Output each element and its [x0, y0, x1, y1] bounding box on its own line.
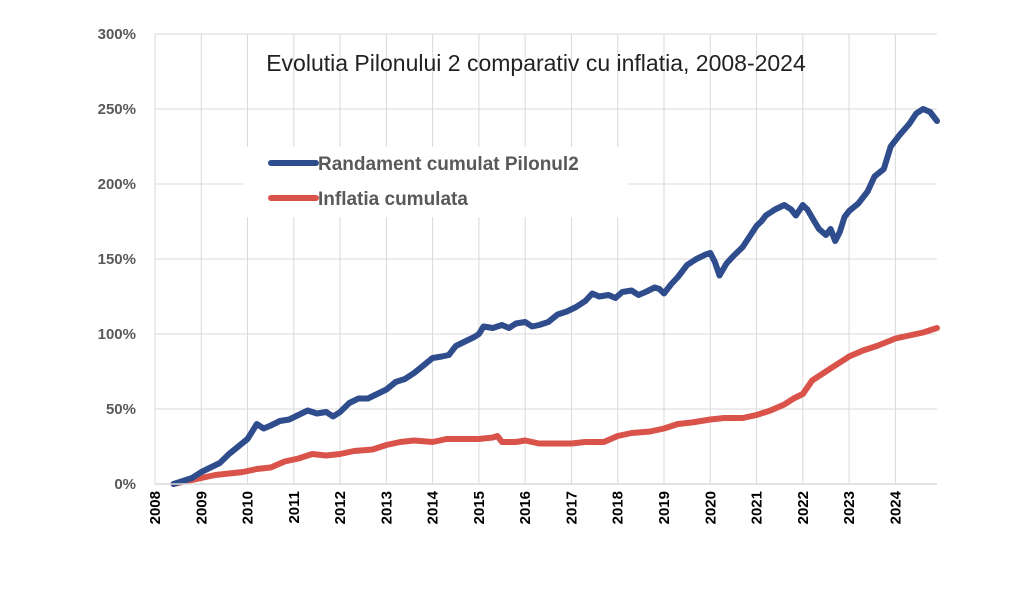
y-tick-label: 200% — [98, 176, 136, 193]
x-tick-label: 2018 — [610, 491, 627, 524]
legend: Randament cumulat Pilonul2 Inflatia cumu… — [243, 147, 628, 217]
x-tick-label: 2008 — [147, 491, 164, 524]
x-tick-label: 2013 — [378, 491, 395, 524]
x-axis-ticks: 2008 2009 2010 2011 2012 2013 2014 2015 2016 2017… — [147, 490, 904, 524]
x-tick-label: 2023 — [841, 491, 858, 524]
x-tick-label: 2016 — [517, 491, 534, 524]
x-tick-label: 2015 — [471, 491, 488, 524]
chart-title: Evolutia Pilonului 2 comparativ cu infla… — [266, 50, 806, 76]
legend-label-pilonul2: Randament cumulat Pilonul2 — [318, 154, 579, 175]
x-tick-label: 2011 — [286, 491, 303, 524]
y-tick-label: 300% — [98, 26, 136, 43]
x-tick-label: 2009 — [193, 491, 210, 524]
y-axis-ticks: 0% 50% 100% 150% 200% 250% 300% — [98, 26, 136, 493]
x-tick-label: 2021 — [749, 491, 766, 524]
x-tick-label: 2022 — [795, 491, 812, 524]
x-tick-label: 2020 — [702, 491, 719, 524]
y-tick-label: 250% — [98, 101, 136, 118]
legend-background — [243, 147, 628, 217]
x-tick-label: 2024 — [887, 490, 904, 524]
legend-label-inflatia: Inflatia cumulata — [318, 189, 468, 210]
y-tick-label: 50% — [106, 401, 136, 418]
x-tick-label: 2012 — [332, 491, 349, 524]
y-tick-label: 0% — [114, 476, 136, 493]
y-tick-label: 100% — [98, 326, 136, 343]
y-tick-label: 150% — [98, 251, 136, 268]
x-tick-label: 2010 — [240, 491, 257, 524]
series-lines — [170, 106, 940, 487]
x-tick-label: 2014 — [425, 490, 442, 524]
series-line-pilonul2 — [170, 106, 940, 487]
x-tick-label: 2019 — [656, 491, 673, 524]
x-tick-label: 2017 — [563, 491, 580, 524]
series-line-inflatia — [170, 325, 940, 487]
